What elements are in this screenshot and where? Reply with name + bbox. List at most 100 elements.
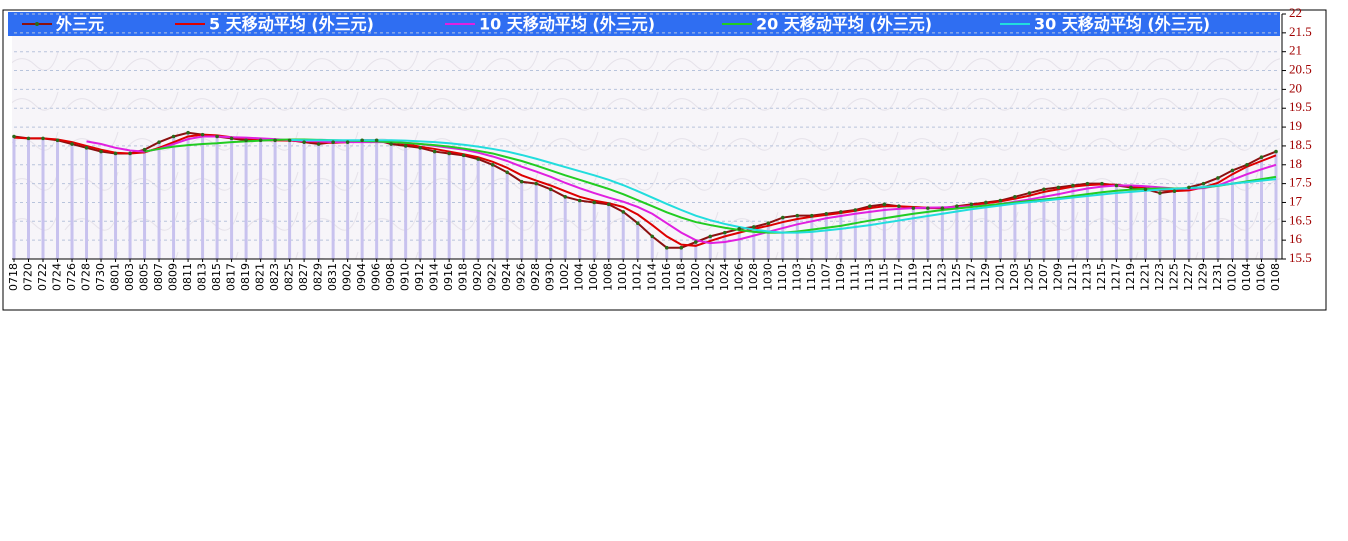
x-tick-label: 0108 <box>1269 263 1282 291</box>
x-tick-label: 0720 <box>22 263 35 291</box>
point <box>1085 181 1090 186</box>
point <box>810 213 814 218</box>
point <box>1114 183 1119 188</box>
x-tick-label: 0724 <box>51 263 64 291</box>
point <box>1158 191 1162 195</box>
point <box>839 210 843 214</box>
y-tick-label: 16 <box>1289 231 1303 246</box>
legend-label: 20 天移动平均 (外三元) <box>756 15 932 34</box>
point <box>882 202 887 207</box>
point <box>1143 187 1148 192</box>
point <box>548 187 553 192</box>
x-tick-label: 1205 <box>1022 263 1035 291</box>
x-tick-label: 1101 <box>776 263 789 291</box>
x-tick-label: 0916 <box>442 263 455 291</box>
x-tick-label: 1213 <box>1080 263 1093 291</box>
point <box>766 221 771 225</box>
point <box>606 202 611 207</box>
x-tick-label: 1219 <box>1124 263 1137 291</box>
x-tick-label: 0829 <box>312 263 325 291</box>
point <box>142 147 147 152</box>
x-tick-label: 1209 <box>1051 263 1064 291</box>
x-tick-label: 1129 <box>979 263 992 291</box>
y-tick-label: 21.5 <box>1289 24 1312 39</box>
x-tick-label: 0904 <box>355 263 368 291</box>
x-tick-label: 0930 <box>544 263 557 291</box>
point <box>1013 195 1017 199</box>
x-tick-label: 0807 <box>152 263 165 291</box>
point <box>751 225 756 229</box>
x-tick-label: 1115 <box>877 263 890 291</box>
x-tick-label: 1109 <box>834 263 847 291</box>
point <box>563 195 568 199</box>
x-tick-label: 1103 <box>790 263 803 291</box>
x-tick-label: 1107 <box>819 263 832 291</box>
x-tick-label: 0825 <box>283 263 296 291</box>
x-tick-label: 1012 <box>631 263 644 291</box>
x-tick-label: 0726 <box>65 263 78 291</box>
point <box>1245 162 1249 167</box>
point <box>287 138 292 143</box>
legend-label: 5 天移动平均 (外三元) <box>209 15 374 34</box>
x-tick-label: 0805 <box>138 263 151 291</box>
x-tick-label: 1125 <box>950 263 963 291</box>
y-tick-label: 17.5 <box>1289 175 1312 190</box>
point <box>1172 189 1177 193</box>
point <box>969 202 974 207</box>
point <box>592 200 597 205</box>
legend-label: 10 天移动平均 (外三元) <box>479 15 655 34</box>
x-tick-label: 1119 <box>906 263 919 291</box>
point <box>171 134 176 139</box>
point <box>505 170 509 175</box>
point <box>1056 185 1061 190</box>
x-tick-label: 1117 <box>892 263 905 291</box>
point <box>302 140 306 144</box>
point <box>1187 185 1191 190</box>
x-tick-label: 0811 <box>181 263 194 291</box>
x-tick-label: 0813 <box>196 263 209 291</box>
x-tick-label: 0722 <box>36 263 49 291</box>
x-tick-label: 0819 <box>239 263 252 291</box>
series-line <box>289 138 1277 234</box>
x-tick-label: 1030 <box>761 263 774 291</box>
x-tick-label: 1201 <box>993 263 1006 291</box>
y-tick-label: 16.5 <box>1289 212 1312 227</box>
point <box>897 204 901 209</box>
x-tick-label: 1006 <box>587 263 600 291</box>
point <box>55 138 60 143</box>
point <box>534 181 539 186</box>
x-tick-label: 0910 <box>399 263 412 291</box>
point <box>26 136 31 141</box>
point <box>12 134 16 139</box>
x-tick-label: 0801 <box>109 263 122 291</box>
x-tick-label: 0920 <box>471 263 484 291</box>
point <box>926 206 930 210</box>
x-tick-label: 0718 <box>7 263 20 291</box>
x-tick-label: 1024 <box>718 263 731 291</box>
x-tick-label: 1014 <box>645 263 658 291</box>
point <box>200 132 205 137</box>
x-tick-label: 1018 <box>674 263 687 291</box>
x-tick-label: 1217 <box>1109 263 1122 291</box>
point <box>940 206 945 210</box>
x-tick-label: 1231 <box>1211 263 1224 291</box>
point <box>1071 183 1075 188</box>
y-tick-label: 21 <box>1289 43 1302 58</box>
point <box>1129 185 1133 190</box>
x-tick-label: 0922 <box>486 263 499 291</box>
point <box>664 245 669 250</box>
x-tick-label: 1008 <box>602 263 615 291</box>
y-tick-label: 15.5 <box>1289 250 1312 265</box>
x-tick-label: 0102 <box>1225 263 1238 291</box>
point <box>186 130 190 135</box>
y-tick-label: 20 <box>1289 80 1302 95</box>
x-tick-label: 1028 <box>747 263 760 291</box>
point <box>374 138 379 143</box>
point <box>229 136 234 141</box>
x-tick-label: 1105 <box>805 263 818 291</box>
x-tick-label: 0823 <box>268 263 281 291</box>
point <box>708 234 713 239</box>
point <box>331 140 335 144</box>
point <box>853 208 858 212</box>
x-tick-label: 0106 <box>1254 263 1267 291</box>
